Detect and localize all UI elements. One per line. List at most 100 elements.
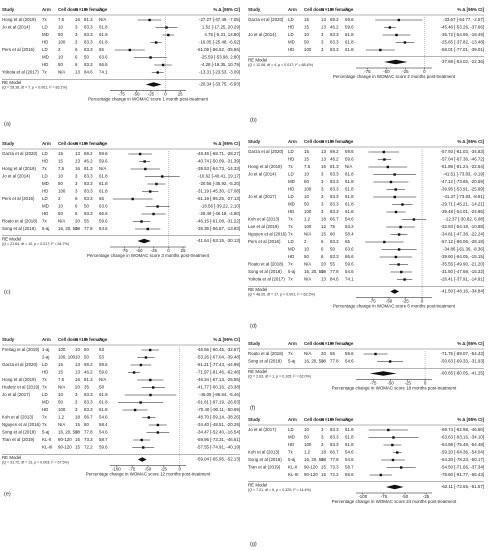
table-cell: Pers et al (2016) [2,196,35,201]
re-label: RE Model [2,455,21,460]
re-stats: (Q = 2.63, df = 1, p = 0.105; I² = 62.0%… [248,375,311,379]
table-cell: N/A [58,422,65,427]
table-cell: 83.3 [84,392,93,397]
table-cell: 59.6 [345,157,354,162]
table-cell: LD [42,196,48,201]
re-label: RE Model [248,58,267,63]
table-cell: MD [42,204,49,209]
re-label: RE Model [248,287,267,292]
ci-label: -29.71 [-45.21, -14.21] [441,202,484,207]
table-cell: Roato et al (2018) [248,262,284,267]
table-cell: 54.6 [345,450,354,455]
table-cell: 3 [75,392,78,397]
column-header: Arm [288,139,297,144]
ci-label: -25.49 [-46.18, -4.80] [199,211,240,216]
table-cell: 10 [58,392,63,397]
ci-label: -57.12 [-86.06, -28.18] [441,239,484,244]
table-cell: 18 [321,450,326,455]
x-tick-label: -50 [383,69,390,74]
table-cell: 7x [288,217,293,222]
panel-label: (a) [4,121,11,127]
table-cell: 83.3 [84,174,93,179]
table-cell: 1.2 [304,217,311,222]
point-estimate [397,248,401,251]
table-cell: MD [288,40,295,45]
table-cell: 7x [42,415,47,420]
table-cell: HD [288,157,294,162]
table-cell: Jo et al (2014) [2,174,31,179]
ci-label: -34.47 [-52.40, -16.54] [197,430,240,435]
table-cell: 46.2 [84,370,93,375]
table-cell: 3 [75,32,78,37]
column-header: Age [345,139,354,144]
table-cell: 83.3 [330,435,339,440]
table-cell: 3 [321,172,324,177]
table-cell: 3 [75,400,78,405]
point-estimate [144,356,148,359]
table-cell: 65 [345,239,350,244]
table-cell: 20 [321,262,326,267]
column-header: Cell dose ×10⁶ [58,337,88,342]
x-tick-label: 0 [421,299,424,304]
ci-label: -53.26 [-67.04, -39.48] [197,355,240,360]
table-cell: 16 [75,377,80,382]
table-cell: 84.6 [330,277,339,282]
table-cell: 90-120 [58,437,72,442]
table-cell: 15 [304,17,309,22]
point-estimate [154,41,158,44]
table-cell: 54.6 [345,269,354,274]
table-cell: LD [288,239,294,244]
ci-label: -10.62 [-40.41, 19.17] [198,174,240,179]
point-estimate [139,363,143,367]
point-estimate [391,443,394,447]
ci-label: -13.31 [-23.53, -3.09] [199,70,240,75]
table-cell: 15 [304,157,309,162]
table-cell: 50 [304,435,309,440]
table-cell: 16 [75,166,80,171]
table-cell: 59.6 [345,149,354,154]
table-cell: 18 [75,226,80,231]
table-cell: 83.3 [84,407,93,412]
table-cell: 61.8 [345,179,354,184]
re-stats: (Q = 31.72, df = 13, p = 0.003; I² = 57.… [2,461,69,465]
table-cell: Garza et al (2020) [2,151,38,156]
table-cell: 59.6 [99,445,108,450]
point-estimate [140,220,143,223]
table-cell: Garza et al (2020) [2,362,38,367]
point-estimate [399,466,403,469]
table-cell: HD [288,442,294,447]
x-tick-label: -100 [358,494,367,499]
table-cell: 100 [304,224,312,229]
x-tick-label: -75 [129,467,136,472]
table-cell: 61.8 [345,427,354,432]
x-tick-label: -25 [161,467,168,472]
table-cell: HD [288,47,294,52]
column-header: N [321,341,324,346]
x-tick-label: -75 [369,299,376,304]
x-tick-label: -50 [145,467,152,472]
table-cell: Roato et al (2018) [2,219,38,224]
table-cell: 83.3 [84,181,93,186]
table-cell: 54.6 [345,457,354,462]
point-estimate [140,438,143,442]
table-cell: 84.6 [84,70,93,75]
table-cell: 81.3 [330,164,339,169]
table-cell: N/A [99,166,106,171]
table-cell: 10 [58,25,63,30]
table-cell: 66.6 [99,62,108,67]
ci-label: -16.05 [-25.48, -6.62] [199,40,240,45]
x-tick-label: -50 [136,248,143,253]
ci-label: -41.37 [-73.83, -8.91] [443,194,484,199]
table-cell: 16 [321,164,326,169]
point-estimate [388,26,392,29]
table-cell: Garza et al (2020) [248,17,284,22]
x-tick-label: -25 [423,494,430,499]
point-estimate [394,210,398,214]
table-cell: 77.8 [84,430,93,435]
ci-label: -39.60 [-64.05, -15.15] [441,254,484,259]
column-header: N [321,139,324,144]
column-header: Arm [42,337,51,342]
table-cell: 3 [321,194,324,199]
column-header: % Δ [95% CI] [457,417,484,422]
table-cell: HD [288,25,294,30]
